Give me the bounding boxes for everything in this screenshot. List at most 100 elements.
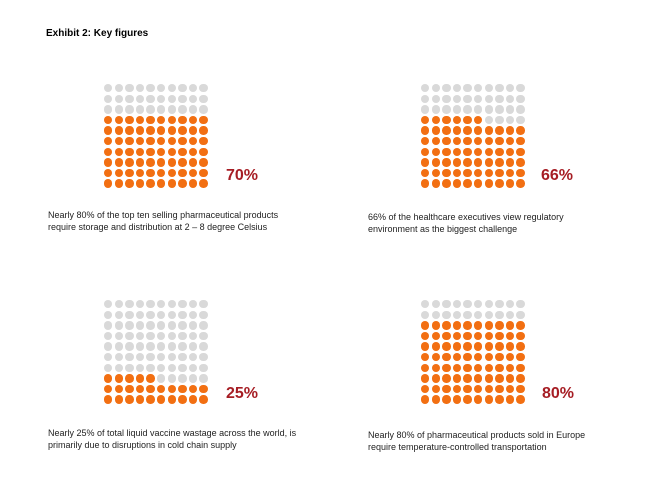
- waffle-dot-filled: [178, 137, 187, 146]
- waffle-dot-empty: [104, 310, 113, 319]
- waffle-dot-filled: [125, 179, 134, 188]
- waffle-dot-empty: [125, 94, 134, 103]
- waffle-dot-filled: [463, 147, 472, 156]
- waffle-dot-empty: [178, 105, 187, 114]
- waffle-dot-filled: [484, 331, 493, 341]
- waffle-dot-empty: [474, 300, 483, 309]
- waffle-dot-empty: [146, 363, 155, 372]
- waffle-dot-empty: [146, 321, 155, 330]
- caption-1: Nearly 80% of the top ten selling pharma…: [48, 210, 279, 232]
- waffle-dot-filled: [431, 342, 440, 351]
- waffle-dot-filled: [484, 158, 493, 167]
- waffle-dot-filled: [452, 126, 462, 135]
- waffle-dot-filled: [104, 158, 113, 167]
- waffle-dot-filled: [125, 374, 134, 383]
- waffle-dot-filled: [516, 179, 525, 188]
- waffle-dot-empty: [146, 310, 155, 319]
- waffle-dot-filled: [463, 384, 472, 394]
- waffle-dot-filled: [516, 384, 525, 394]
- waffle-dot-filled: [474, 179, 483, 188]
- waffle-chart-2: [421, 84, 527, 190]
- waffle-dot-filled: [474, 374, 483, 383]
- waffle-dot-filled: [167, 126, 176, 135]
- waffle-dot-filled: [146, 395, 155, 404]
- waffle-dot-filled: [104, 395, 113, 404]
- waffle-dot-filled: [442, 126, 451, 135]
- waffle-dot-filled: [104, 147, 113, 156]
- waffle-dot-filled: [505, 374, 515, 383]
- waffle-dot-empty: [157, 331, 166, 341]
- waffle-dot-empty: [114, 353, 123, 362]
- waffle-dot-filled: [516, 374, 525, 383]
- waffle-dot-filled: [114, 158, 123, 167]
- waffle-dot-filled: [452, 115, 462, 125]
- waffle-dot-empty: [188, 342, 198, 351]
- waffle-dot-filled: [146, 179, 155, 188]
- waffle-dot-empty: [484, 300, 493, 309]
- waffle-dot-filled: [474, 353, 483, 362]
- waffle-dot-filled: [104, 126, 113, 135]
- waffle-dot-filled: [199, 384, 208, 394]
- waffle-dot-filled: [442, 374, 451, 383]
- waffle-dot-filled: [157, 168, 166, 178]
- waffle-dot-empty: [167, 300, 176, 309]
- waffle-dot-filled: [516, 137, 525, 146]
- waffle-dot-filled: [199, 115, 208, 125]
- waffle-dot-empty: [495, 94, 504, 103]
- waffle-dot-filled: [146, 147, 155, 156]
- waffle-dot-empty: [114, 300, 123, 309]
- waffle-dot-empty: [484, 84, 493, 93]
- waffle-dot-filled: [146, 137, 155, 146]
- waffle-dot-empty: [463, 310, 472, 319]
- waffle-dot-empty: [135, 342, 145, 351]
- waffle-dot-empty: [157, 363, 166, 372]
- waffle-dot-empty: [167, 331, 176, 341]
- waffle-dot-filled: [135, 179, 145, 188]
- waffle-dot-empty: [167, 353, 176, 362]
- waffle-dot-filled: [125, 147, 134, 156]
- waffle-dot-filled: [125, 168, 134, 178]
- waffle-dot-empty: [452, 310, 462, 319]
- waffle-dot-filled: [188, 115, 198, 125]
- waffle-dot-filled: [104, 179, 113, 188]
- waffle-dot-filled: [431, 168, 440, 178]
- caption-4: Nearly 80% of pharmaceutical products so…: [368, 430, 586, 452]
- waffle-dot-empty: [199, 321, 208, 330]
- waffle-dot-empty: [484, 115, 493, 125]
- waffle-dot-empty: [125, 331, 134, 341]
- waffle-dot-filled: [452, 137, 462, 146]
- waffle-dot-empty: [167, 94, 176, 103]
- waffle-dot-empty: [505, 310, 515, 319]
- waffle-dot-filled: [463, 115, 472, 125]
- waffle-dot-filled: [484, 342, 493, 351]
- waffle-dot-empty: [178, 84, 187, 93]
- waffle-dot-filled: [452, 168, 462, 178]
- waffle-dot-empty: [421, 310, 430, 319]
- waffle-dot-filled: [167, 179, 176, 188]
- waffle-dot-filled: [516, 126, 525, 135]
- waffle-dot-filled: [431, 353, 440, 362]
- waffle-dot-filled: [495, 158, 504, 167]
- waffle-dot-empty: [167, 84, 176, 93]
- waffle-dot-filled: [516, 321, 525, 330]
- waffle-dot-empty: [125, 363, 134, 372]
- waffle-dot-filled: [421, 168, 430, 178]
- waffle-dot-filled: [463, 321, 472, 330]
- waffle-dot-filled: [516, 158, 525, 167]
- waffle-dot-filled: [178, 115, 187, 125]
- waffle-dot-empty: [516, 300, 525, 309]
- waffle-dot-empty: [431, 105, 440, 114]
- waffle-dot-filled: [114, 179, 123, 188]
- waffle-dot-filled: [188, 137, 198, 146]
- waffle-dot-filled: [474, 321, 483, 330]
- waffle-dot-empty: [157, 342, 166, 351]
- waffle-dot-empty: [463, 300, 472, 309]
- waffle-dot-filled: [135, 137, 145, 146]
- waffle-dot-filled: [157, 126, 166, 135]
- waffle-dot-filled: [146, 374, 155, 383]
- waffle-dot-empty: [516, 105, 525, 114]
- waffle-dot-empty: [167, 342, 176, 351]
- waffle-dot-empty: [516, 310, 525, 319]
- waffle-dot-empty: [495, 310, 504, 319]
- waffle-dot-filled: [125, 158, 134, 167]
